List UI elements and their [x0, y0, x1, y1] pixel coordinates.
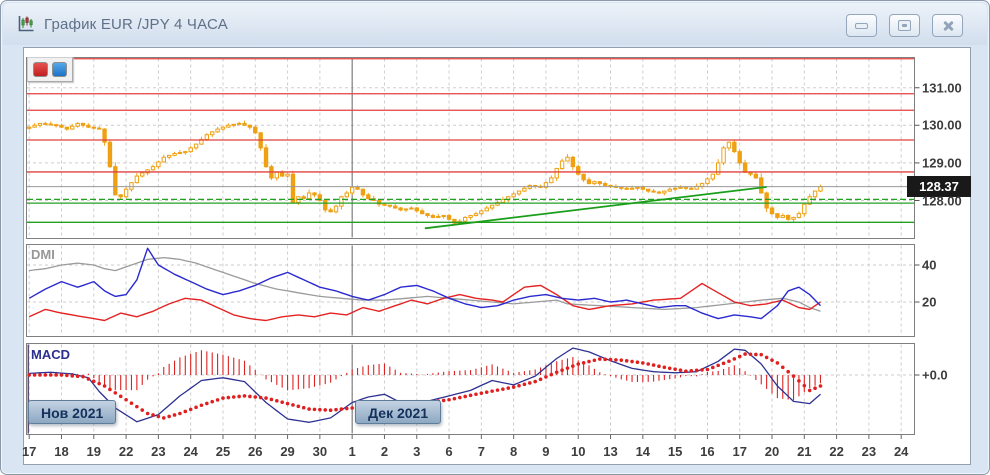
close-button[interactable] — [932, 14, 963, 37]
blue-series-button[interactable] — [52, 62, 67, 77]
x-axis-label: 20 — [764, 444, 780, 459]
x-axis-label: 2 — [380, 444, 389, 459]
x-axis-label: 3 — [413, 444, 421, 459]
x-axis-label: 7 — [477, 444, 485, 459]
month-marker: Дек 2021 — [355, 400, 442, 424]
x-axis-label: 1 — [348, 444, 356, 459]
chart-area[interactable] — [23, 47, 971, 465]
x-axis-label: 23 — [861, 444, 877, 459]
window-controls — [846, 14, 963, 37]
x-axis-label: 26 — [248, 444, 263, 459]
x-axis-label: 29 — [280, 444, 295, 459]
x-axis-label: 6 — [445, 444, 453, 459]
x-axis-label: 24 — [183, 444, 198, 459]
x-axis-label: 14 — [635, 444, 651, 459]
x-axis-label: 30 — [312, 444, 328, 459]
x-axis-label: 16 — [700, 444, 715, 459]
x-axis-label: 15 — [667, 444, 683, 459]
maximize-button[interactable] — [889, 14, 920, 37]
x-axis-label: 24 — [893, 444, 909, 459]
price-axis-label: 129.00 — [922, 155, 962, 171]
dmi-axis-label: 40 — [922, 257, 937, 273]
x-axis-label: 17 — [732, 444, 747, 459]
x-axis-label: 25 — [215, 444, 231, 459]
x-axis-label: 22 — [829, 444, 844, 459]
window-title: График EUR /JPY 4 ЧАСА — [44, 15, 228, 33]
x-axis-label: 19 — [86, 444, 102, 459]
macd-label: MACD — [31, 347, 70, 362]
x-axis-label: 18 — [54, 444, 69, 459]
minimize-icon — [855, 22, 868, 29]
maximize-icon — [898, 20, 911, 31]
price-axis-label: 131.00 — [922, 80, 962, 96]
title-bar[interactable]: График EUR /JPY 4 ЧАСА — [3, 3, 987, 45]
dmi-label: DMI — [31, 247, 55, 262]
month-marker: Нов 2021 — [28, 400, 117, 424]
x-axis-label: 23 — [151, 444, 166, 459]
x-axis-label: 8 — [510, 444, 518, 459]
red-series-button[interactable] — [33, 62, 48, 77]
price-axis-label: 130.00 — [922, 117, 962, 133]
x-axis-label: 10 — [570, 444, 586, 459]
x-axis-label: 22 — [118, 444, 134, 459]
macd-axis-label: +0.0 — [922, 367, 948, 383]
x-axis-label: 13 — [603, 444, 618, 459]
price-axis-label: 128.00 — [922, 193, 962, 208]
x-axis-label: 17 — [21, 444, 37, 459]
current-price-badge: 128.37 — [907, 176, 971, 197]
dmi-axis-label: 20 — [922, 294, 937, 310]
minimize-button[interactable] — [846, 14, 877, 37]
x-axis-label: 9 — [542, 444, 550, 459]
series-legend — [27, 57, 73, 82]
x-axis-label: 21 — [797, 444, 812, 459]
chart-icon — [16, 14, 36, 34]
close-icon — [942, 20, 954, 32]
